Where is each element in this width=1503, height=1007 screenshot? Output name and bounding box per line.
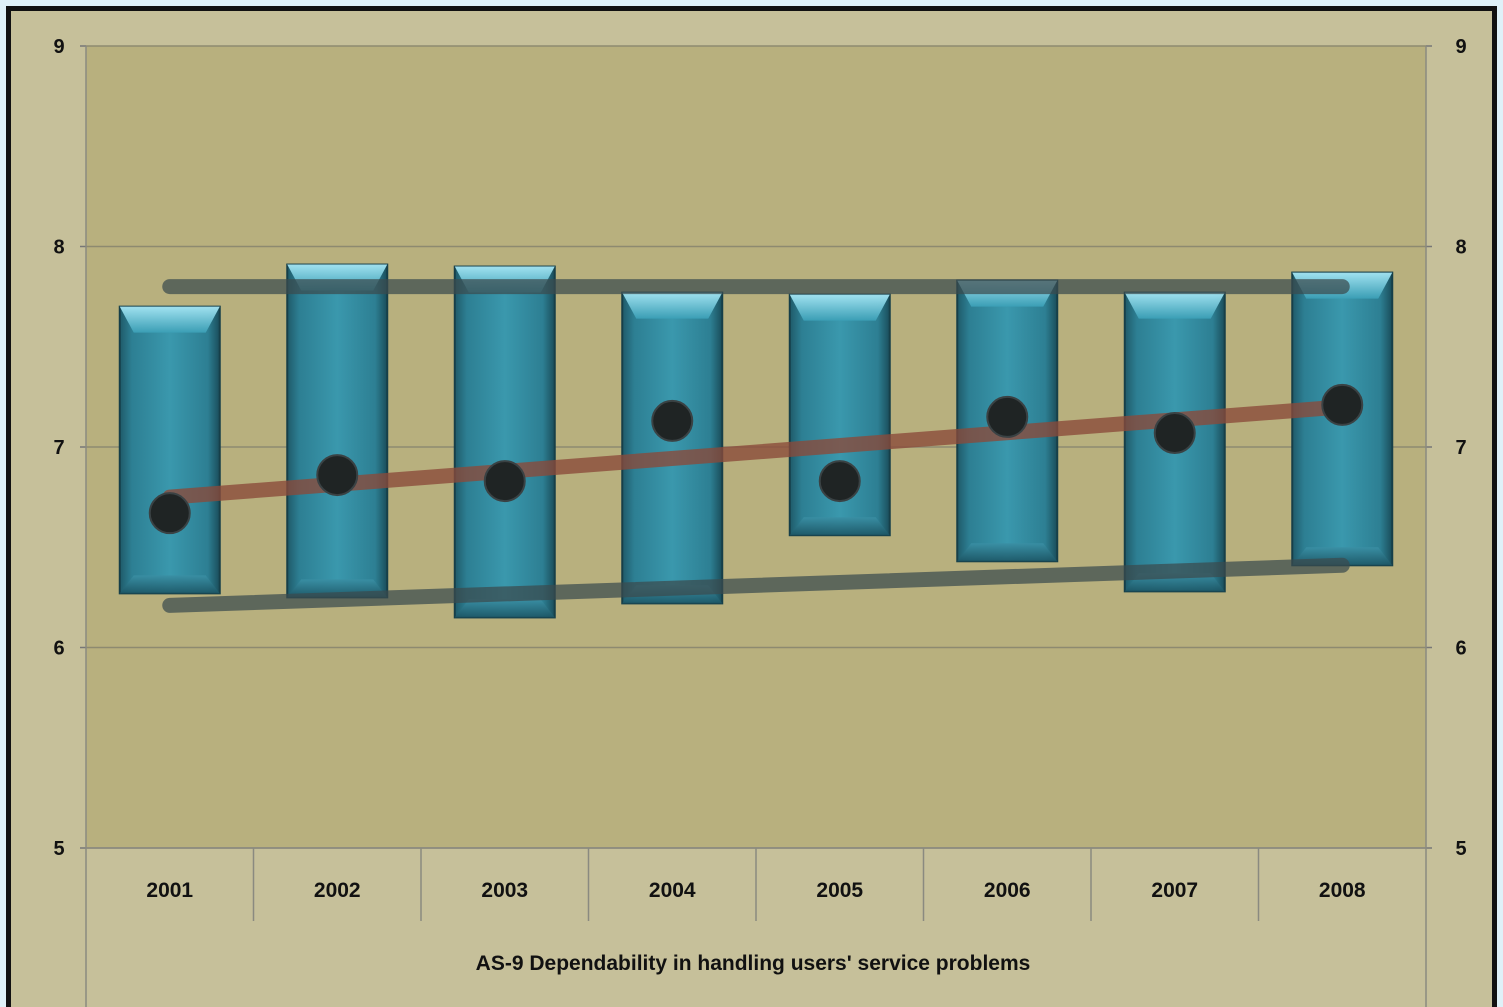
mean-markers [148,383,1364,535]
x-tick-label: 2005 [816,879,863,902]
x-tick-label: 2003 [481,879,528,902]
range-bar-base [957,543,1058,562]
mean-marker [986,395,1029,438]
range-bar [453,265,556,619]
range-bars [118,263,1394,619]
range-bar-body [286,263,389,599]
range-bar [621,291,724,605]
range-bar-body [118,305,221,595]
x-axis-title: AS-9 Dependability in handling users' se… [476,952,1031,975]
x-tick-label: 2006 [984,879,1031,902]
range-bar [118,305,221,595]
x-tick-label: 2004 [649,879,696,902]
right-y-tick-label: 6 [1455,638,1466,660]
range-bar-base [454,599,555,618]
mean-marker [1321,383,1364,426]
range-bar-body [621,291,724,605]
right-y-tick-label: 8 [1455,237,1466,259]
range-bar-cap [789,294,890,321]
y-tick-label: 9 [53,36,64,58]
x-tick-label: 2008 [1319,879,1366,902]
range-bar-base [789,517,890,536]
mean-marker [651,399,694,442]
y-tick-label: 8 [53,237,64,259]
range-bar-body [453,265,556,619]
trend-line [162,399,1350,505]
range-bar [286,263,389,599]
bands [162,279,1350,613]
right-y-tick-label: 5 [1455,838,1466,860]
y-tick-label: 5 [53,838,64,860]
y-tick-label: 6 [53,638,64,660]
axes: 5 6 7 8 9 5 6 7 8 9 2001 2002 2003 2004 2005 2006 2007 20… [53,36,1467,1007]
range-bar-cap [1124,292,1225,319]
right-y-tick-label: 7 [1455,437,1466,459]
range-bar [788,293,891,537]
range-bar-cap [622,292,723,319]
right-y-tick-label: 9 [1455,36,1466,58]
lower-band [162,557,1350,613]
x-tick-label: 2001 [146,879,193,902]
range-bar-base [119,575,220,594]
chart-frame: 5 6 7 8 9 5 6 7 8 9 2001 2002 2003 2004 2005 2006 2007 20… [6,6,1497,1007]
mean-marker [818,460,861,503]
chart: 5 6 7 8 9 5 6 7 8 9 2001 2002 2003 2004 2005 2006 2007 20… [53,36,1467,1007]
y-tick-label: 7 [53,437,64,459]
mean-marker [483,460,526,503]
x-tick-label: 2002 [314,879,361,902]
range-bar-cap [119,306,220,333]
x-tick-label: 2007 [1151,879,1198,902]
mean-marker [148,492,191,535]
mean-marker [1153,411,1196,454]
mean-marker [316,454,359,497]
